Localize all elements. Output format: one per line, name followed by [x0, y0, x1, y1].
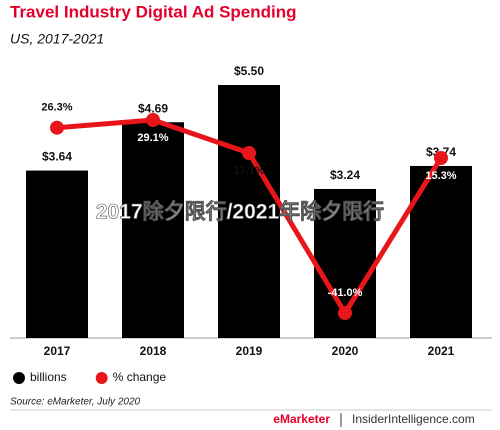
- line-point: [146, 113, 160, 127]
- plot: 2017 2018 2019 2020 2021 $3.64 $4.69 $5.50 $3.24…: [13, 64, 472, 384]
- x-tick-label: 2018: [140, 344, 167, 358]
- line-value-label: 15.3%: [425, 170, 456, 182]
- x-tick-label: 2019: [236, 344, 263, 358]
- line-value-label: 17.1%: [233, 165, 264, 177]
- chart-title: Travel Industry Digital Ad Spending: [10, 2, 297, 21]
- line-value-label: -41.0%: [328, 287, 363, 299]
- legend-label: billions: [30, 370, 67, 384]
- bar-value-label: $3.24: [330, 168, 360, 182]
- bar: [218, 85, 280, 338]
- line-value-label: 26.3%: [41, 102, 72, 114]
- line-point: [242, 146, 256, 161]
- bar-value-label: $5.50: [234, 64, 264, 78]
- source: Source: eMarketer, July 2020: [10, 397, 141, 408]
- line-point: [434, 150, 448, 165]
- line-value-label: 29.1%: [137, 132, 168, 144]
- chart-subtitle: US, 2017-2021: [10, 31, 104, 47]
- legend-label: % change: [113, 370, 167, 384]
- footer-site: InsiderIntelligence.com: [352, 412, 475, 426]
- line-point: [338, 306, 352, 320]
- line-point: [50, 120, 64, 135]
- x-tick-label: 2017: [44, 344, 71, 358]
- watermark: 2017除夕限行/2021年除夕限行: [96, 200, 384, 224]
- bar: [122, 122, 184, 338]
- legend-marker: [13, 372, 25, 384]
- legend-marker: [95, 372, 108, 384]
- bar-value-label: $3.64: [42, 150, 72, 164]
- footer-brand: eMarketer: [273, 412, 330, 426]
- x-tick-label: 2021: [428, 344, 455, 358]
- bar-value-label: $4.69: [138, 101, 168, 115]
- x-tick-label: 2020: [332, 344, 359, 358]
- bar: [26, 170, 88, 338]
